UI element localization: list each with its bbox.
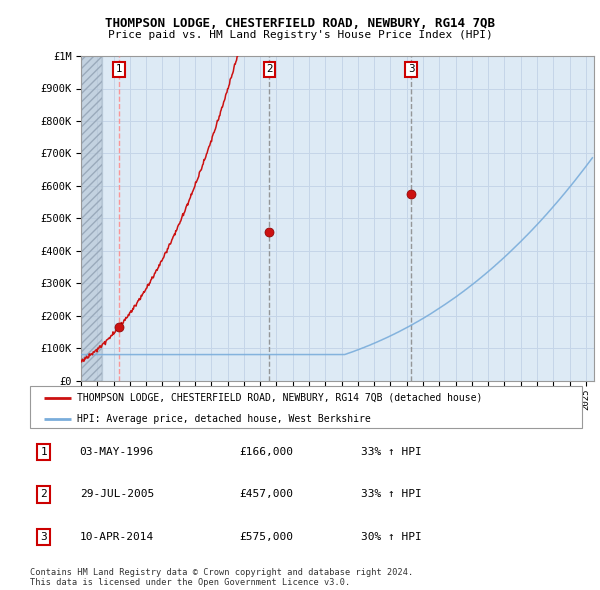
Bar	[81, 56, 102, 381]
Text: £575,000: £575,000	[240, 532, 294, 542]
Text: 33% ↑ HPI: 33% ↑ HPI	[361, 447, 422, 457]
Text: 29-JUL-2005: 29-JUL-2005	[80, 490, 154, 499]
Text: HPI: Average price, detached house, West Berkshire: HPI: Average price, detached house, West…	[77, 414, 371, 424]
Text: 2: 2	[266, 64, 273, 74]
Text: 03-MAY-1996: 03-MAY-1996	[80, 447, 154, 457]
Text: Price paid vs. HM Land Registry's House Price Index (HPI): Price paid vs. HM Land Registry's House …	[107, 30, 493, 40]
Text: 30% ↑ HPI: 30% ↑ HPI	[361, 532, 422, 542]
Text: 2: 2	[40, 490, 47, 499]
FancyBboxPatch shape	[30, 386, 582, 428]
Text: 33% ↑ HPI: 33% ↑ HPI	[361, 490, 422, 499]
Text: THOMPSON LODGE, CHESTERFIELD ROAD, NEWBURY, RG14 7QB: THOMPSON LODGE, CHESTERFIELD ROAD, NEWBU…	[105, 17, 495, 30]
Text: £166,000: £166,000	[240, 447, 294, 457]
Text: 3: 3	[408, 64, 415, 74]
Text: £457,000: £457,000	[240, 490, 294, 499]
Bar	[81, 56, 102, 381]
Text: THOMPSON LODGE, CHESTERFIELD ROAD, NEWBURY, RG14 7QB (detached house): THOMPSON LODGE, CHESTERFIELD ROAD, NEWBU…	[77, 392, 482, 402]
Text: 1: 1	[116, 64, 122, 74]
Text: 10-APR-2014: 10-APR-2014	[80, 532, 154, 542]
Text: 3: 3	[40, 532, 47, 542]
Text: 1: 1	[40, 447, 47, 457]
Text: Contains HM Land Registry data © Crown copyright and database right 2024.
This d: Contains HM Land Registry data © Crown c…	[30, 568, 413, 587]
